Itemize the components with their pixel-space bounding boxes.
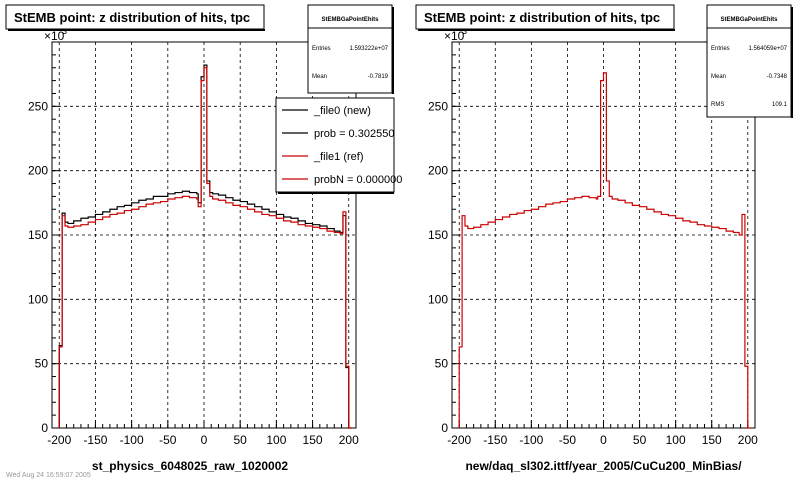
y-tick-label: 200	[28, 164, 48, 178]
series-line	[458, 72, 751, 429]
y-multiplier: ×10	[444, 29, 465, 43]
y-tick-label: 150	[28, 228, 48, 242]
x-tick-label: 0	[201, 433, 208, 447]
chart-title: StEMB point: z distribution of hits, tpc	[14, 10, 250, 25]
series-line	[58, 64, 352, 429]
stats-mean-label: Mean	[312, 74, 327, 80]
stats-box: StEMBGaPointEhits Entries 1.564059e+07 Mean…	[706, 4, 793, 118]
chart-title-box: StEMB point: z distribution of hits, tpc	[5, 4, 265, 31]
stats-name: StEMBGaPointEhits	[720, 17, 778, 23]
stats-rms-label: RMS	[711, 102, 724, 108]
x-tick-label: 0	[600, 433, 607, 447]
legend-frame	[275, 97, 395, 193]
legend-label: probN = 0.000000	[314, 174, 402, 186]
y-tick-label: 50	[435, 357, 449, 371]
x-tick-label: 50	[234, 433, 248, 447]
stats-mean-value: -0.7819	[368, 74, 389, 80]
x-tick-label: 200	[339, 433, 359, 447]
series-line	[58, 67, 352, 429]
y-tick-label: 0	[41, 421, 48, 435]
x-tick-label: 150	[303, 433, 323, 447]
y-tick-label: 150	[428, 228, 448, 242]
x-axis-label: new/daq_sl302.ittf/year_2005/CuCu200_Min…	[465, 459, 742, 473]
legend-box: _file0 (new) prob = 0.302550 _file1 (ref) p…	[275, 97, 402, 194]
x-tick-label: 100	[666, 433, 686, 447]
y-tick-label: 250	[428, 99, 448, 113]
stats-rms-value: 109.1	[772, 102, 788, 108]
chart-panel-2: -200 -150 -100 -50 0 50 100 150 200 0 50 100 150 200 2…	[415, 4, 793, 473]
x-tick-label: 50	[633, 433, 647, 447]
x-tick-label: 200	[738, 433, 758, 447]
title-frame	[415, 4, 675, 30]
y-tick-label: 50	[35, 357, 49, 371]
stats-entries-value: 1.593222e+07	[349, 46, 388, 52]
footer-timestamp: Wed Aug 24 16:59:07 2005	[6, 472, 91, 479]
y-tick-label: 200	[428, 164, 448, 178]
stats-frame	[706, 4, 792, 118]
x-tick-label: -50	[559, 433, 577, 447]
stats-mean-value: -0.7348	[767, 74, 788, 80]
legend-label: _file1 (ref)	[313, 151, 364, 163]
y-tick-label: 100	[28, 292, 48, 306]
legend-label: prob = 0.302550	[314, 128, 394, 140]
stats-entries-label: Entries	[711, 46, 730, 52]
y-tick-label: 100	[428, 292, 448, 306]
x-tick-label: -200	[47, 433, 71, 447]
x-tick-label: -100	[519, 433, 543, 447]
x-tick-label: 150	[702, 433, 722, 447]
x-tick-label: -100	[120, 433, 144, 447]
stats-box: StEMBGaPointEhits Entries 1.593222e+07 Mean…	[307, 4, 394, 94]
x-tick-label: -150	[83, 433, 107, 447]
chart-panel-1: -200 -150 -100 -50 0 50 100 150 200 0 50 100 150 200 2…	[5, 4, 402, 473]
x-axis-label: st_physics_6048025_raw_1020002	[92, 459, 288, 473]
x-tick-label: -150	[483, 433, 507, 447]
y-multiplier: ×10	[44, 29, 65, 43]
x-tick-label: -50	[159, 433, 177, 447]
stats-mean-label: Mean	[711, 74, 726, 80]
stats-name: StEMBGaPointEhits	[321, 17, 379, 23]
y-tick-label: 0	[441, 421, 448, 435]
legend-label: _file0 (new)	[313, 105, 371, 117]
y-tick-label: 250	[28, 99, 48, 113]
stats-entries-label: Entries	[312, 46, 331, 52]
stats-entries-value: 1.564059e+07	[748, 46, 787, 52]
x-tick-label: -200	[447, 433, 471, 447]
chart-title: StEMB point: z distribution of hits, tpc	[424, 10, 660, 25]
chart-title-box: StEMB point: z distribution of hits, tpc	[415, 4, 675, 31]
x-tick-label: 100	[266, 433, 286, 447]
stats-frame	[307, 4, 393, 94]
